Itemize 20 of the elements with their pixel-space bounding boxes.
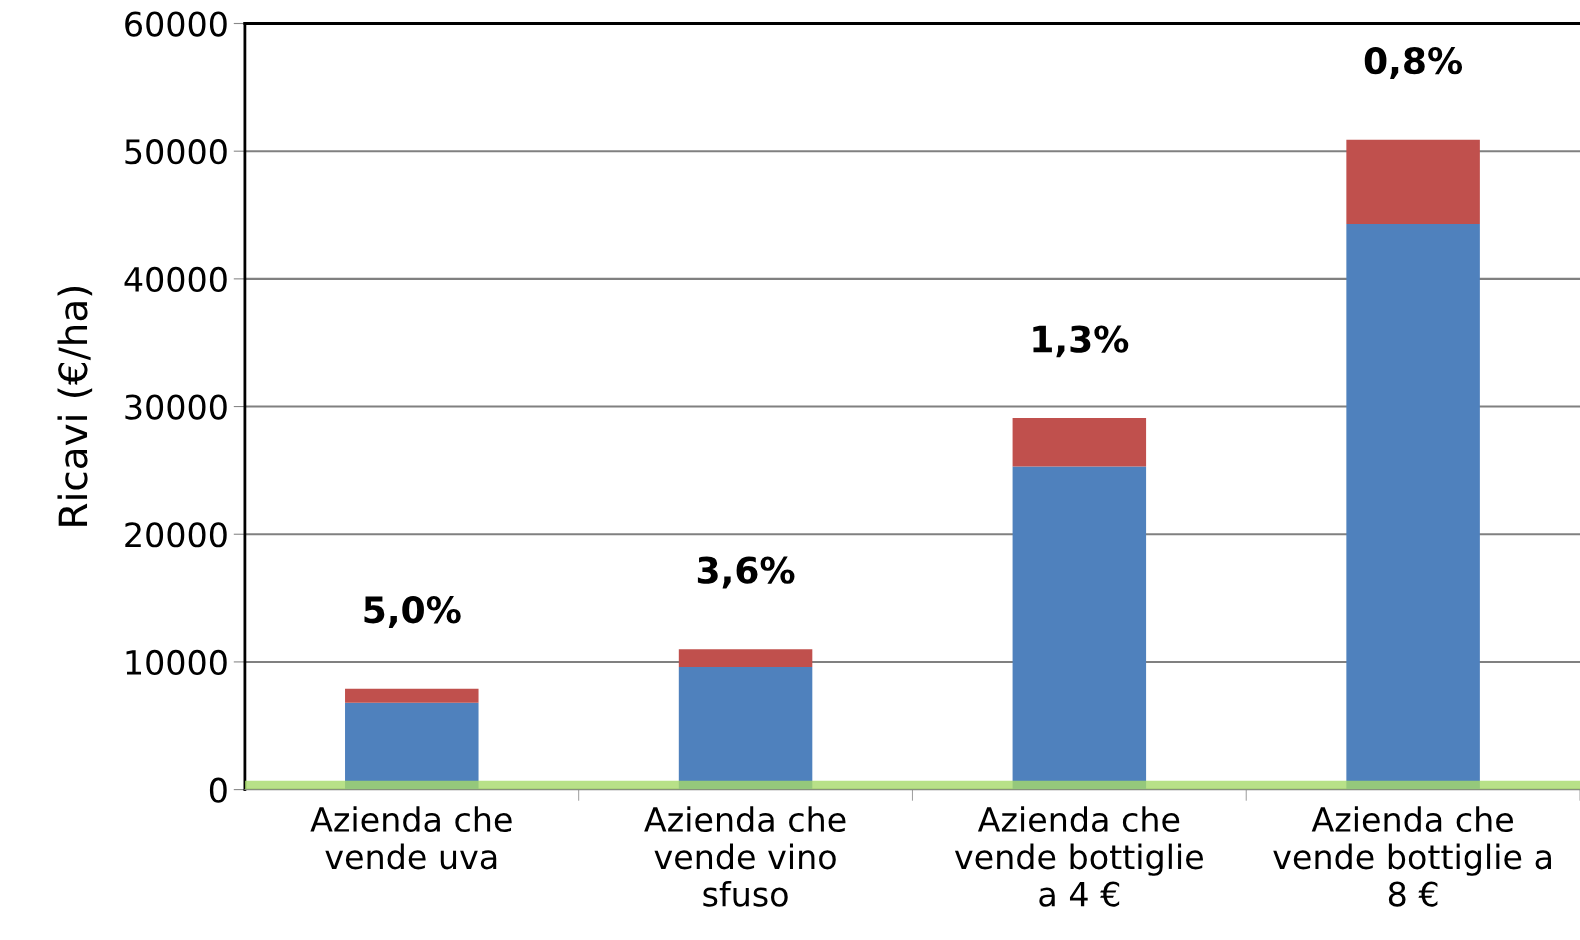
x-tick-label: Azienda che vende vino sfuso (644, 806, 846, 907)
x-tick-label: Azienda che vende bottiglie a 8 € (1273, 806, 1551, 907)
annotation: 1,3% (1033, 325, 1129, 358)
y-tick-label: 60000 (125, 11, 227, 37)
annotation: 5,0% (364, 596, 461, 629)
x-tick-label: Azienda che vende bottiglie a 4 € (954, 806, 1203, 907)
bar (678, 649, 813, 668)
bar (1346, 139, 1480, 224)
bar (345, 688, 479, 703)
annotation: 3,6% (697, 556, 795, 589)
x-tick-label: Azienda che vende uva (310, 806, 512, 870)
annotation: 0,8% (1364, 47, 1463, 79)
y-tick-label: 50000 (125, 139, 227, 165)
y-tick-label: 30000 (125, 394, 227, 420)
y-tick-label: 10000 (126, 649, 227, 676)
y-tick-label: 0 (209, 777, 227, 803)
bar (1012, 418, 1147, 467)
y-tick-label: 20000 (125, 522, 227, 548)
y-axis-title: Ricavi (€/ha) (57, 286, 93, 526)
y-tick-label: 40000 (124, 266, 227, 292)
